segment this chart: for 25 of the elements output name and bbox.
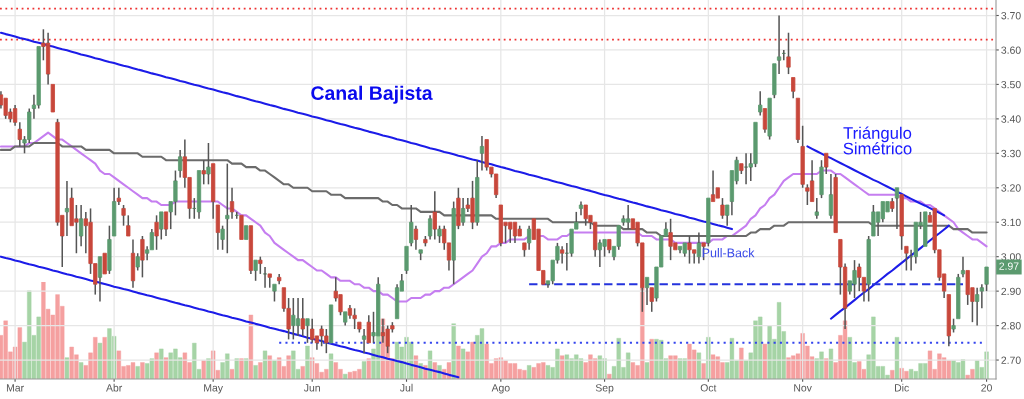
y-tick-label: 3.60: [1001, 46, 1021, 54]
x-tick-label: May: [204, 384, 223, 394]
y-tick-label: 3.70: [1001, 12, 1021, 20]
annotation: Canal Bajista: [311, 85, 433, 104]
y-tick-label: 3.50: [1001, 80, 1021, 89]
annotation: Triángulo Simétrico: [843, 126, 912, 155]
x-tick-label: Jul: [400, 383, 413, 392]
x-tick-label: Nov: [794, 384, 812, 392]
y-tick-label: 3.30: [1001, 149, 1021, 158]
y-tick-label: 2.80: [1001, 322, 1021, 330]
y-tick-label: 2.70: [1001, 356, 1021, 364]
y-tick-label: 3.40: [1001, 115, 1021, 123]
y-tick-label: 3.00: [1001, 253, 1021, 261]
x-tick-label: Sep: [595, 384, 614, 394]
x-tick-label: Oct: [700, 384, 717, 392]
x-tick-label: Dic: [895, 383, 909, 392]
x-tick-label: Mar: [6, 384, 24, 392]
y-tick-label: 3.20: [1001, 184, 1021, 192]
y-tick-label: 3.10: [1001, 218, 1021, 227]
annotation: 2.97: [999, 262, 1019, 270]
x-tick-label: Ago: [491, 384, 510, 394]
x-tick-label: 20: [981, 384, 992, 392]
x-tick-label: Jun: [303, 384, 320, 392]
x-tick-label: Abr: [106, 383, 123, 392]
y-tick-label: 2.90: [1001, 287, 1021, 296]
